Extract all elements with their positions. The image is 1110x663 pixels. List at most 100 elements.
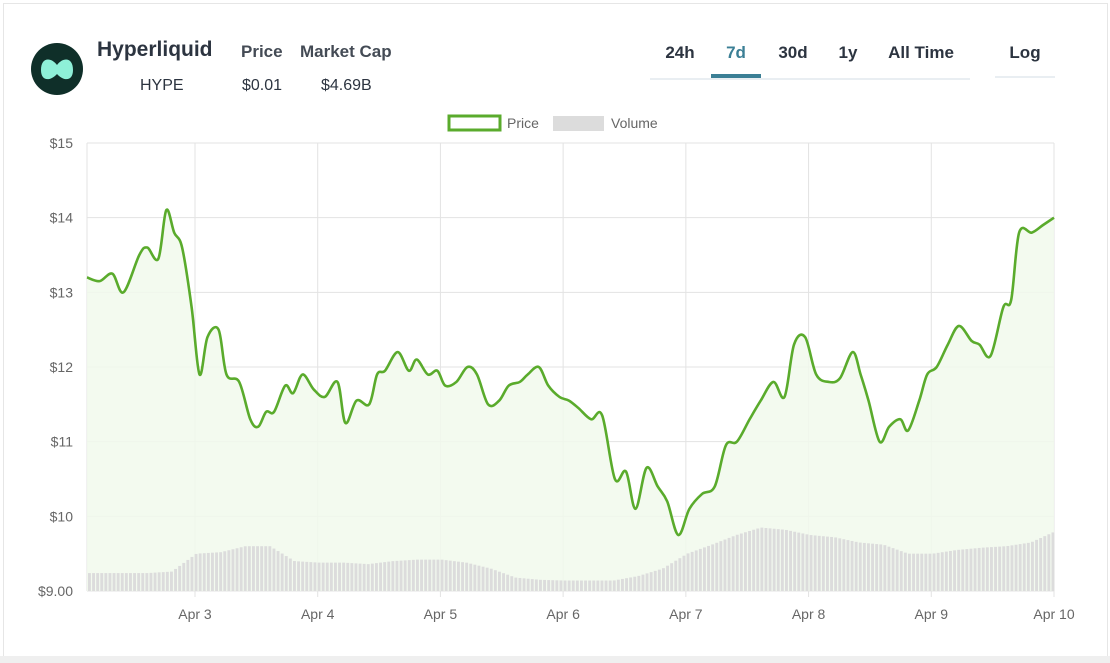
y-tick-label: $13 [50, 284, 74, 300]
volume-bar [908, 553, 911, 591]
volume-bar [1026, 542, 1030, 591]
legend-volume-swatch[interactable] [553, 116, 604, 131]
volume-bar [666, 565, 669, 591]
volume-bar [317, 562, 321, 591]
volume-bar [867, 543, 870, 591]
legend-price-label[interactable]: Price [507, 115, 539, 131]
legend-volume-label[interactable]: Volume [611, 115, 658, 131]
volume-bar [485, 567, 489, 591]
chart-legend: Price Volume [447, 114, 658, 132]
volume-bar [235, 548, 239, 591]
y-tick-label: $12 [50, 359, 74, 375]
volume-bar [223, 551, 227, 591]
price-value: $0.01 [242, 77, 283, 94]
tab-1y[interactable]: 1y [838, 43, 858, 62]
volume-bar [985, 547, 989, 591]
volume-bar [231, 549, 235, 591]
volume-bar [395, 560, 399, 591]
volume-bar [338, 562, 341, 591]
tab-7d[interactable]: 7d [711, 32, 761, 78]
volume-bar [998, 546, 1002, 591]
volume-bar [826, 536, 829, 591]
volume-bar [325, 562, 329, 591]
volume-bar [116, 573, 120, 591]
volume-bar [276, 551, 280, 591]
volume-bar [887, 546, 891, 591]
volume-bar [789, 530, 792, 591]
volume-bar [313, 562, 317, 591]
volume-bar [1014, 544, 1018, 591]
volume-bar [481, 566, 485, 591]
tab-all-time[interactable]: All Time [888, 43, 954, 62]
volume-bar [748, 530, 751, 591]
page-footer-strip [0, 656, 1110, 663]
volume-bar [366, 564, 370, 591]
volume-bar [268, 546, 272, 591]
volume-bar [206, 552, 210, 591]
volume-bar [682, 555, 686, 591]
volume-bar [342, 562, 346, 591]
volume-bar [567, 580, 571, 591]
volume-bar [616, 579, 620, 591]
volume-bar [1031, 541, 1034, 591]
volume-bar [973, 548, 977, 591]
volume-bar [260, 546, 264, 591]
volume-bar [608, 580, 612, 591]
volume-bar [723, 539, 727, 591]
volume-bar [928, 553, 932, 591]
hyperliquid-logo-icon [41, 59, 73, 80]
volume-bar [588, 580, 592, 591]
volume-bar [145, 573, 149, 591]
volume-bar [432, 559, 436, 591]
volume-bar [912, 553, 915, 591]
volume-bar [711, 544, 715, 591]
tab-30d[interactable]: 30d [778, 43, 808, 62]
volume-bar [510, 576, 514, 591]
volume-bar [957, 549, 961, 591]
hyperliquid-logo [31, 43, 83, 95]
volume-bar [416, 559, 419, 591]
log-scale-toggle[interactable]: Log [995, 32, 1055, 78]
volume-bar [858, 542, 862, 591]
volume-bar [846, 540, 850, 591]
volume-bar [379, 562, 382, 591]
legend-price-swatch[interactable] [447, 114, 502, 132]
volume-bar [555, 580, 559, 591]
volume-bar [92, 573, 95, 591]
volume-bar [584, 580, 587, 591]
volume-bar [649, 572, 653, 591]
volume-bar [440, 559, 444, 591]
volume-bar [559, 580, 563, 591]
volume-bar [190, 556, 194, 591]
volume-bar [903, 552, 907, 591]
volume-bar [592, 580, 596, 591]
volume-bar [383, 562, 387, 591]
volume-bar [641, 574, 645, 591]
y-tick-label: $14 [50, 210, 74, 226]
x-tick-label: Apr 9 [915, 606, 949, 622]
volume-bar [571, 580, 575, 591]
volume-bar [612, 580, 616, 591]
volume-bar [452, 561, 456, 591]
volume-bar [407, 560, 411, 591]
y-tick-label: $11 [51, 434, 74, 450]
volume-bar [596, 580, 600, 591]
volume-bar [657, 569, 661, 591]
volume-bar [493, 570, 497, 591]
volume-bar [830, 536, 833, 591]
volume-bar [215, 552, 218, 591]
volume-bar [895, 549, 899, 591]
volume-bar [247, 546, 251, 591]
volume-bar [756, 528, 760, 591]
volume-bar [1039, 538, 1043, 591]
x-tick-label: Apr 10 [1033, 606, 1074, 622]
volume-bar [625, 578, 628, 591]
volume-bar [932, 553, 936, 591]
volume-bar [518, 577, 522, 591]
x-tick-label: Apr 3 [178, 606, 212, 622]
volume-bar [161, 572, 165, 591]
volume-bar [362, 563, 366, 591]
volume-bar [526, 578, 530, 591]
tab-24h[interactable]: 24h [665, 43, 695, 62]
volume-bar [764, 527, 768, 591]
